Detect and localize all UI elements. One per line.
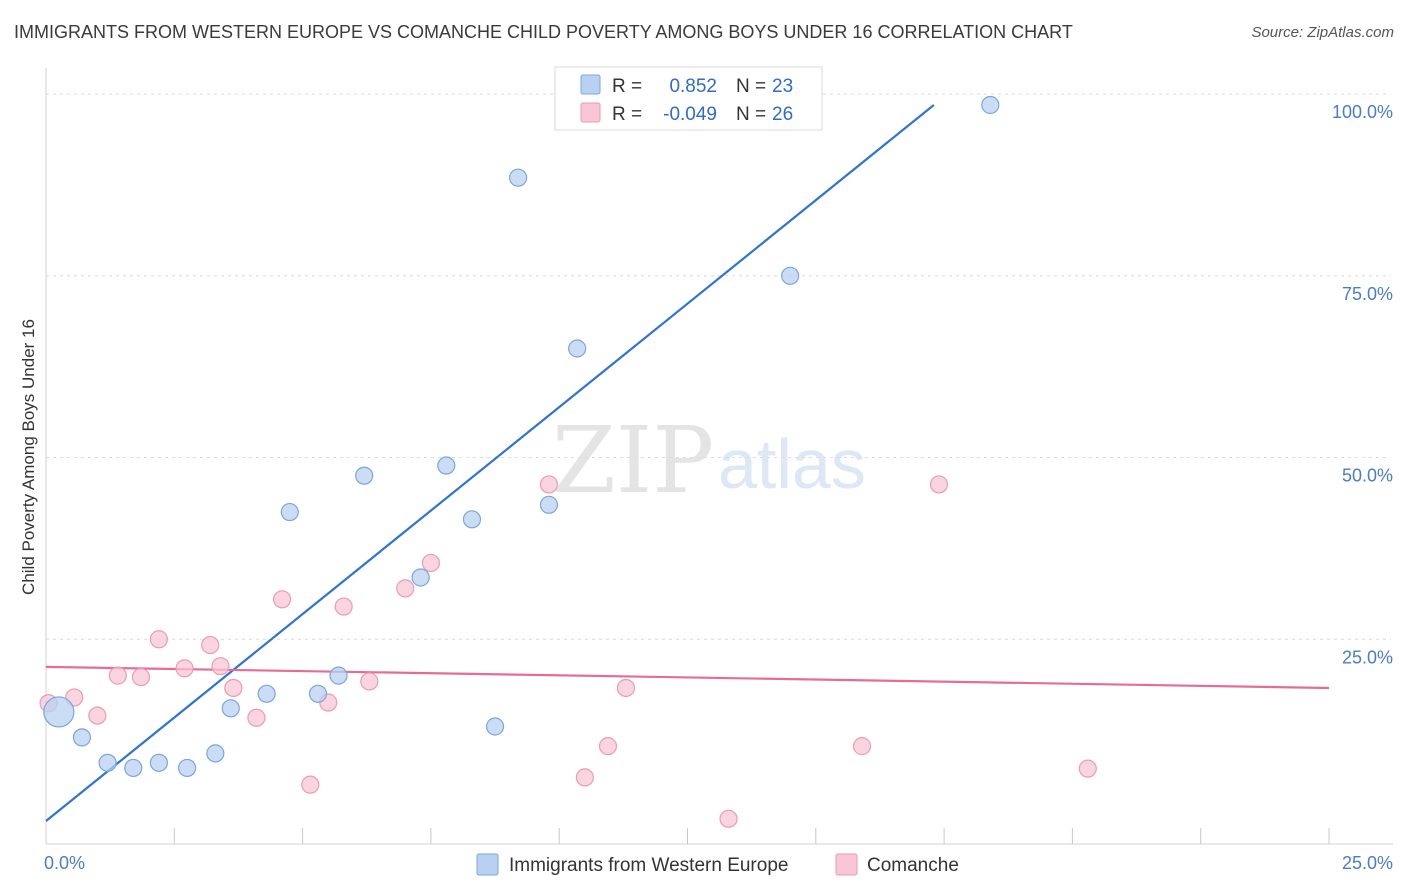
correlation-legend: R = 0.852 N = 23 R = -0.049 N = 26 (554, 66, 823, 131)
data-points (39, 95, 1097, 828)
point-comanche (88, 706, 107, 725)
point-comanche (598, 737, 618, 756)
series-label-comanche: Comanche (867, 855, 959, 876)
point-immigrants (462, 510, 482, 529)
y-tick-label: 50.0% (1342, 466, 1393, 486)
legend-swatch-blue (580, 74, 601, 95)
point-comanche (334, 597, 353, 616)
legend-r-value-1: 0.852 (669, 76, 717, 97)
point-immigrants (485, 717, 505, 736)
point-immigrants (437, 456, 456, 475)
y-tick-label: 25.0% (1342, 647, 1393, 667)
y-axis-label: Child Poverty Among Boys Under 16 (19, 319, 38, 595)
point-comanche (175, 659, 194, 678)
point-immigrants (124, 758, 143, 778)
series-label-immigrants: Immigrants from Western Europe (509, 855, 788, 876)
point-comanche (149, 630, 169, 649)
point-immigrants (206, 744, 225, 763)
point-comanche (301, 775, 320, 794)
legend-n-value-2: 26 (772, 104, 793, 125)
point-immigrants (43, 696, 75, 728)
point-comanche (272, 590, 292, 609)
point-comanche (211, 657, 230, 676)
point-immigrants (411, 568, 430, 587)
x-tick-label: 25.0% (1342, 853, 1393, 873)
gridlines (46, 93, 1391, 640)
legend-r-label-1: R = (612, 76, 642, 97)
series-swatch-pink (835, 853, 858, 876)
point-immigrants (308, 684, 328, 703)
trend-line-immigrants (45, 104, 935, 822)
series-swatch-blue (476, 853, 499, 876)
legend-r-label-2: R = (612, 104, 642, 125)
source-credit: Source: ZipAtlas.com (1251, 24, 1394, 41)
legend-n-label-1: N = (736, 76, 766, 97)
point-comanche (201, 635, 220, 655)
point-comanche (224, 678, 243, 698)
point-immigrants (221, 699, 240, 718)
point-immigrants (981, 95, 1000, 115)
point-comanche (131, 667, 151, 687)
tick-labels: 100.0% 75.0% 50.0% 25.0% 0.0% 25.0% (44, 102, 1393, 873)
point-immigrants (329, 666, 348, 685)
legend-swatch-pink (580, 102, 601, 123)
point-comanche (852, 737, 872, 756)
point-immigrants (539, 495, 559, 514)
point-immigrants (509, 168, 528, 187)
x-tick-label: 0.0% (44, 853, 85, 873)
trend-line-comanche (45, 665, 1330, 690)
point-comanche (108, 666, 127, 685)
legend-n-label-2: N = (736, 104, 766, 125)
trend-lines (45, 104, 1330, 822)
watermark-atlas: atlas (718, 425, 866, 503)
point-immigrants (568, 339, 587, 358)
watermark-zip: ZIP (552, 407, 714, 514)
point-comanche (719, 809, 738, 828)
point-immigrants (257, 684, 276, 703)
point-comanche (575, 768, 594, 787)
point-comanche (1078, 759, 1097, 778)
point-immigrants (355, 466, 374, 485)
point-comanche (616, 678, 636, 698)
point-immigrants (98, 753, 117, 772)
point-immigrants (781, 266, 800, 285)
point-immigrants (72, 728, 92, 747)
chart-title: IMMIGRANTS FROM WESTERN EUROPE VS COMANC… (14, 22, 1073, 42)
point-comanche (929, 475, 949, 494)
point-immigrants (280, 502, 299, 522)
point-comanche (539, 475, 559, 494)
y-tick-label: 100.0% (1332, 102, 1393, 122)
point-immigrants (149, 753, 169, 772)
point-comanche (421, 553, 440, 573)
point-immigrants (178, 758, 197, 778)
series-legend: Immigrants from Western Europe Comanche (476, 853, 959, 876)
point-comanche (396, 579, 415, 598)
point-comanche (247, 708, 266, 727)
point-comanche (360, 672, 379, 691)
y-tick-label: 75.0% (1342, 284, 1393, 304)
legend-r-value-2: -0.049 (663, 104, 717, 125)
legend-n-value-1: 23 (772, 76, 793, 97)
